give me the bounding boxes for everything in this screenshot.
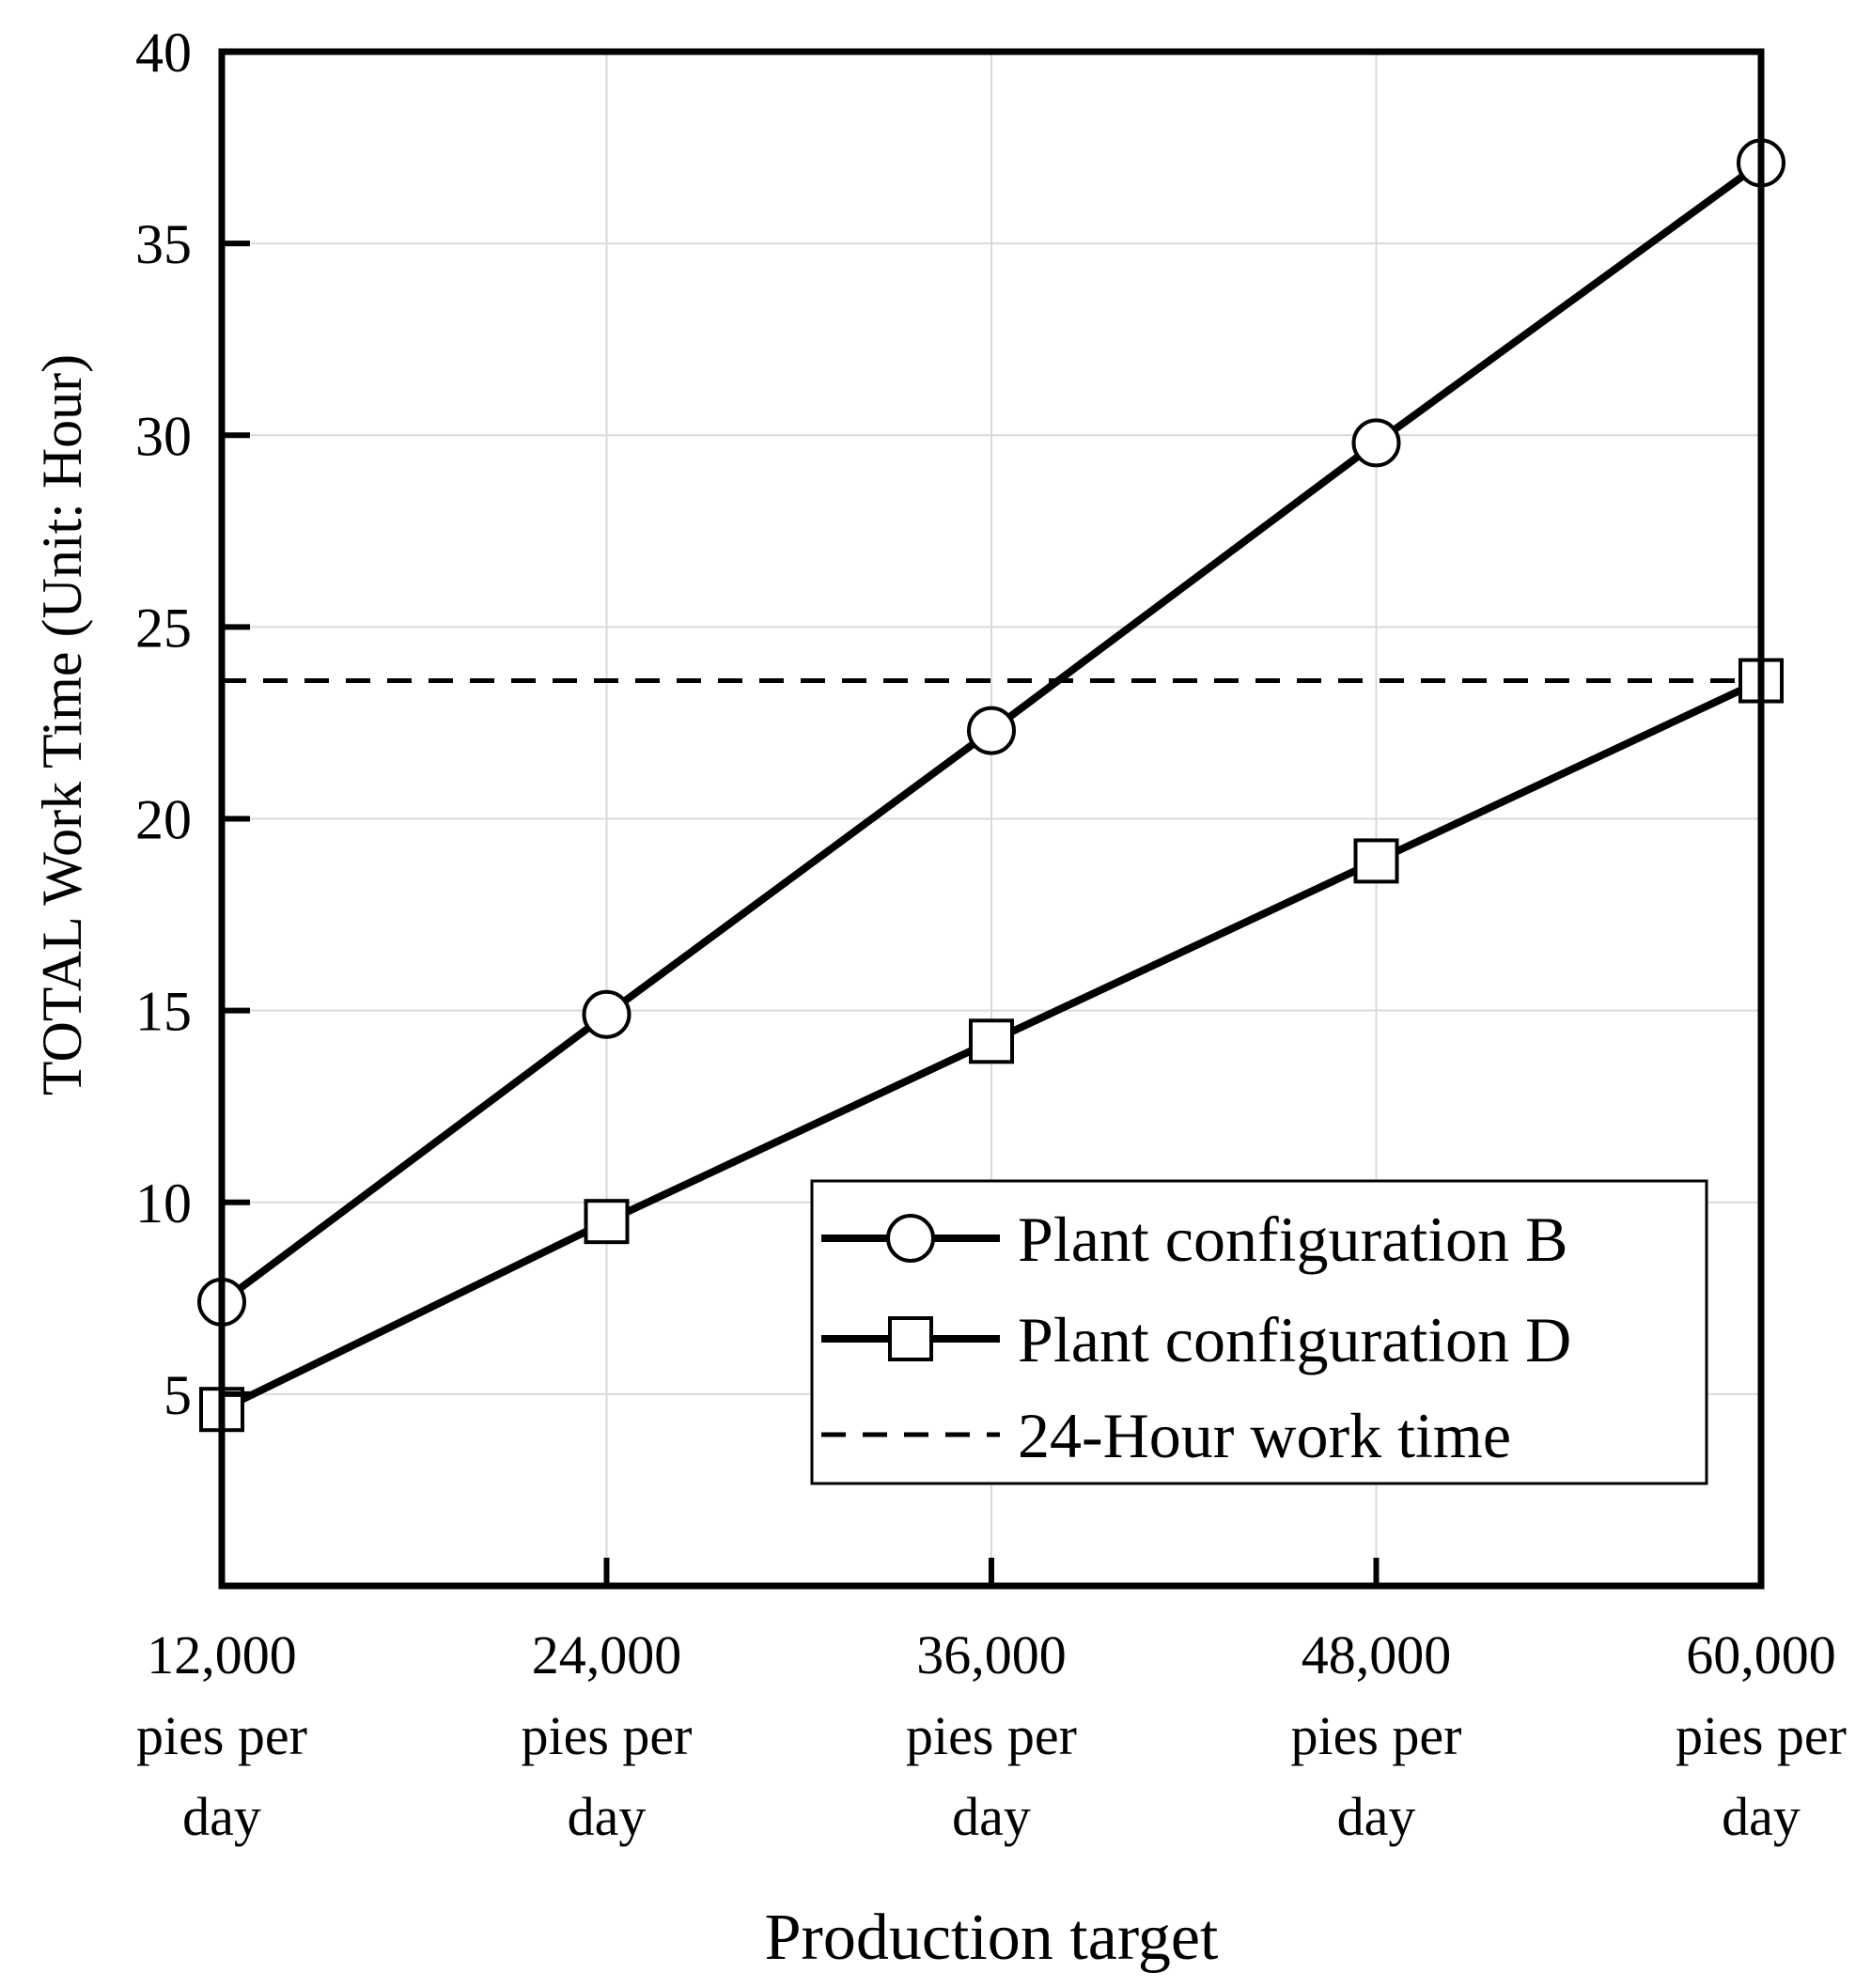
y-tick-label: 5 <box>164 1364 192 1426</box>
data-point-square <box>1353 838 1399 884</box>
legend: Plant configuration B Plant configuration… <box>810 1179 1708 1485</box>
legend-marker <box>886 1214 935 1263</box>
x-tick-label: 24,000 pies per day <box>522 1624 693 1847</box>
series-d <box>199 658 1784 1433</box>
legend-label: Plant configuration D <box>1018 1304 1571 1375</box>
x-tick-label-line: 12,000 <box>147 1624 297 1685</box>
x-tick-label-line: day <box>182 1786 261 1847</box>
y-tick-label: 30 <box>135 405 192 467</box>
data-point-circle <box>582 989 631 1039</box>
x-tick-label-line: 24,000 <box>532 1624 682 1685</box>
legend-item-d: Plant configuration D <box>821 1304 1571 1375</box>
data-point-square <box>584 1199 630 1245</box>
legend-label: 24-Hour work time <box>1018 1400 1511 1471</box>
x-tick-label: 60,000 pies per day <box>1676 1624 1847 1847</box>
y-tick-label: 15 <box>135 981 192 1043</box>
x-tick-label: 12,000 pies per day <box>136 1624 307 1847</box>
x-tick-label: 48,000 pies per day <box>1291 1624 1462 1847</box>
series-layer <box>197 138 1785 1433</box>
x-tick-label-line: pies per <box>1291 1705 1462 1766</box>
data-point-circle <box>967 706 1016 755</box>
data-point-square <box>969 1018 1014 1064</box>
x-tick-label-line: pies per <box>522 1705 693 1766</box>
legend-marker <box>888 1316 933 1361</box>
x-tick-label-line: pies per <box>1676 1705 1847 1766</box>
x-tick-label-line: day <box>952 1786 1031 1847</box>
legend-item-b: Plant configuration B <box>821 1204 1567 1275</box>
x-tick-label-line: 48,000 <box>1302 1624 1452 1685</box>
x-tick-label-line: day <box>1337 1786 1416 1847</box>
y-tick-label: 20 <box>135 789 192 851</box>
y-tick-label: 40 <box>135 22 192 84</box>
x-tick-label-line: day <box>1722 1786 1801 1847</box>
legend-item-24-hour: 24-Hour work time <box>821 1400 1511 1471</box>
y-tick-label: 10 <box>135 1173 192 1235</box>
x-tick-label-line: pies per <box>136 1705 307 1766</box>
x-tick-label-line: 36,000 <box>916 1624 1067 1685</box>
x-tick-label-line: day <box>568 1786 647 1847</box>
y-tick-label: 25 <box>135 597 192 659</box>
x-tick-label-line: 60,000 <box>1686 1624 1836 1685</box>
y-tick-label: 35 <box>135 213 192 275</box>
y-axis-ticks: 5 10 15 20 25 30 35 40 <box>135 22 250 1426</box>
x-tick-label-line: pies per <box>906 1705 1077 1766</box>
y-axis-title: TOTAL Work Time (Unit: Hour) <box>31 354 93 1095</box>
x-axis-title: Production target <box>765 1902 1219 1974</box>
legend-label: Plant configuration B <box>1018 1204 1567 1275</box>
x-tick-label: 36,000 pies per day <box>906 1624 1077 1847</box>
data-point-circle <box>1351 418 1401 468</box>
